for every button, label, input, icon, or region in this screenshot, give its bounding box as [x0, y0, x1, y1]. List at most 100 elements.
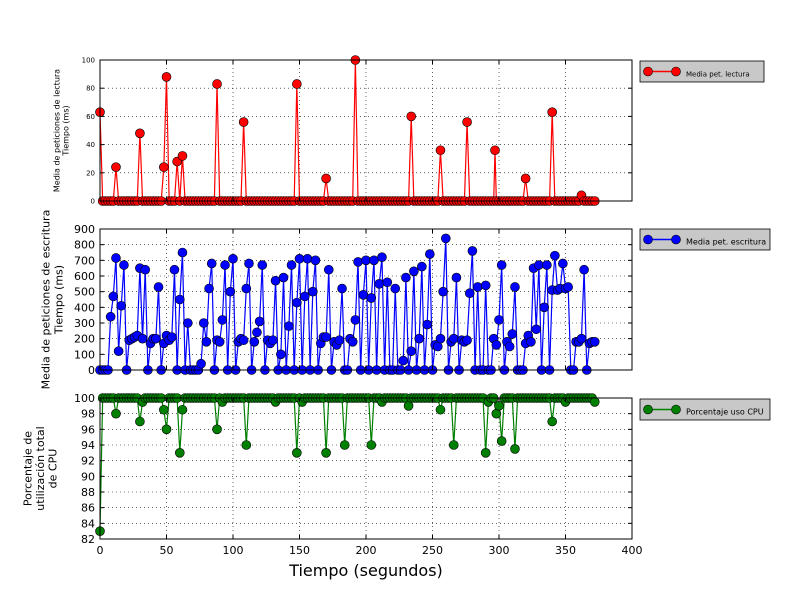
data-point [217, 315, 228, 325]
data-point [276, 349, 286, 360]
data-point [451, 272, 462, 283]
data-point [531, 324, 542, 335]
data-point [175, 294, 185, 305]
data-point [382, 277, 393, 288]
y-tick-label: 80 [86, 85, 95, 93]
data-point [406, 346, 417, 357]
y-axis-label: Media de peticiones de escrituraTiempo (… [40, 210, 66, 390]
y-tick-label: 600 [74, 270, 95, 283]
data-point [539, 302, 550, 313]
data-point [323, 264, 334, 275]
data-point [241, 440, 252, 450]
data-point [440, 233, 451, 244]
data-point [448, 440, 459, 450]
y-tick-label: 60 [86, 113, 95, 121]
y-tick-label: 94 [81, 439, 95, 452]
data-point [292, 448, 302, 458]
data-point [111, 408, 121, 419]
data-point [347, 336, 358, 347]
plot-area [100, 60, 632, 201]
data-point [321, 173, 331, 184]
data-point [337, 283, 347, 294]
data-point [228, 253, 238, 264]
y-axis-label: Porcentaje deutilización totalde CPU [21, 426, 59, 510]
data-point [369, 255, 379, 266]
legend-label: Porcentaje uso CPU [686, 408, 764, 417]
y-tick-label: 900 [74, 223, 95, 236]
y-tick-label: 82 [81, 533, 95, 546]
data-point [294, 253, 305, 264]
y-tick-label: 100 [82, 57, 95, 65]
y-tick-label: 88 [81, 486, 95, 499]
data-point [159, 404, 169, 415]
data-point [480, 280, 491, 291]
data-point [334, 335, 345, 346]
y-axis-label-line: de CPU [47, 449, 60, 489]
y-axis-label-line: Media de peticiones de lectura [52, 69, 61, 192]
data-point [504, 341, 515, 352]
x-tick-label: 250 [422, 544, 443, 557]
data-point [464, 288, 475, 299]
data-point [321, 332, 331, 342]
y-tick-label: 96 [81, 423, 95, 436]
data-point [462, 117, 472, 127]
data-point [212, 79, 222, 89]
data-point [292, 297, 302, 308]
data-point [472, 282, 483, 292]
panels: Media pet. lectura 0 20 40 60 80 100 Media de p… [21, 55, 771, 557]
legend: Media pet. escritura [639, 228, 771, 251]
data-point [108, 291, 119, 302]
data-point [563, 282, 573, 292]
y-tick-label: 100 [74, 392, 95, 405]
data-point [361, 255, 371, 266]
data-point [198, 318, 209, 328]
data-point [438, 286, 448, 297]
y-tick-label: 86 [81, 502, 95, 515]
x-tick-label: 400 [622, 544, 643, 557]
data-point [252, 327, 262, 338]
data-point [377, 252, 387, 263]
data-point [307, 286, 318, 297]
data-point [435, 145, 446, 156]
data-point [510, 444, 520, 454]
legend-box [639, 228, 771, 251]
data-point [494, 315, 504, 325]
y-tick-label: 0 [88, 364, 95, 377]
data-point [196, 358, 206, 369]
data-point [576, 333, 587, 344]
chart-panel-2: Media pet. escritura 0 100 200 300 400 500 600 7… [40, 210, 771, 390]
data-point [214, 336, 225, 347]
data-point [169, 264, 180, 275]
data-point [300, 291, 310, 302]
data-point [238, 117, 249, 127]
y-tick-label: 90 [81, 470, 95, 483]
y-tick-label: 92 [81, 455, 95, 468]
data-point [589, 336, 600, 347]
data-point [520, 173, 531, 184]
data-point [350, 315, 361, 325]
y-axis-label-line: Media de peticiones de escritura [40, 210, 53, 390]
y-tick-label: 20 [86, 169, 95, 177]
x-tick-label: 350 [555, 544, 576, 557]
y-tick-label: 98 [81, 408, 95, 421]
data-point [175, 448, 185, 458]
data-point [111, 162, 121, 172]
data-point [249, 336, 260, 347]
data-point [401, 272, 411, 283]
data-point [462, 335, 472, 346]
data-point [270, 275, 281, 286]
data-point [321, 448, 331, 458]
data-point [366, 440, 377, 450]
y-tick-label: 84 [81, 517, 95, 530]
data-point [547, 416, 558, 427]
data-point [398, 355, 409, 366]
data-point [153, 282, 164, 292]
legend-box [639, 60, 765, 83]
data-point [491, 340, 502, 350]
y-tick-label: 400 [74, 301, 95, 314]
plot-area [100, 398, 632, 539]
data-point [254, 316, 265, 327]
data-point [409, 266, 419, 277]
y-tick-label: 40 [86, 141, 95, 149]
